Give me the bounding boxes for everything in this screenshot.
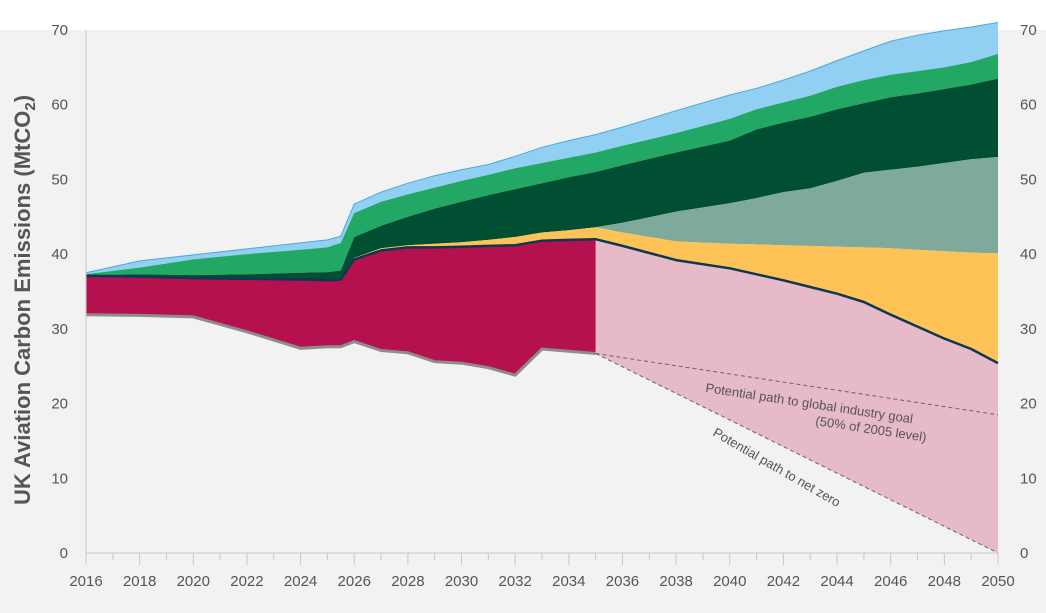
y-tick-label-left: 20 [51, 396, 68, 413]
x-tick-label: 2016 [69, 573, 102, 590]
line-light-blue-edge [85, 22, 999, 274]
y-tick-label-right: 30 [1020, 321, 1037, 338]
area-layers [85, 22, 999, 554]
y-tick-label-left: 10 [51, 470, 68, 487]
y-tick-label-right: 50 [1020, 171, 1037, 188]
y-axis-ticks-left: 0 10 20 30 40 50 60 70 [51, 22, 68, 562]
y-axis-ticks-right: 0 10 20 30 40 50 60 70 [1020, 22, 1037, 562]
header-band [0, 0, 1046, 30]
area-yellow [86, 227, 998, 364]
area-green [86, 53, 998, 276]
line-net-zero-path [595, 353, 999, 554]
y-tick-label-left: 50 [51, 171, 68, 188]
x-axis-ticks: 2016 2018 2020 2022 2024 2026 2028 2030 2032 2034… [69, 553, 1015, 590]
y-axis-label: UK Aviation Carbon Emissions (MtCO2) [10, 95, 39, 505]
x-tick-label: 2034 [552, 573, 585, 590]
y-tick-label-right: 60 [1020, 97, 1037, 114]
x-tick-label: 2026 [338, 573, 371, 590]
y-tick-label-left: 40 [51, 246, 68, 263]
x-tick-label: 2046 [874, 573, 907, 590]
x-tick-label: 2028 [391, 573, 424, 590]
x-tick-label: 2024 [284, 573, 317, 590]
x-tick-label: 2040 [713, 573, 746, 590]
x-tick-label: 2048 [928, 573, 961, 590]
area-red [86, 239, 596, 376]
x-tick-label: 2018 [123, 573, 156, 590]
x-tick-label: 2044 [820, 573, 853, 590]
y-tick-label-right: 20 [1020, 396, 1037, 413]
x-tick-label: 2022 [230, 573, 263, 590]
x-tick-label: 2050 [981, 573, 1014, 590]
line-net-emissions [85, 237, 999, 365]
y-tick-label-left: 60 [51, 97, 68, 114]
line-global-goal-path [595, 353, 999, 416]
area-dark-green [86, 78, 998, 281]
area-light-blue [86, 22, 998, 275]
x-tick-label: 2020 [177, 573, 210, 590]
y-tick-label-left: 0 [60, 545, 68, 562]
y-tick-label-left: 70 [51, 22, 68, 39]
y-tick-label-right: 40 [1020, 246, 1037, 263]
x-tick-label: 2032 [498, 573, 531, 590]
y-tick-label-right: 70 [1020, 22, 1037, 39]
area-sage [86, 157, 998, 281]
x-tick-label: 2038 [659, 573, 692, 590]
line-bottom-grey [85, 313, 596, 377]
y-tick-label-right: 0 [1020, 545, 1028, 562]
y-tick-label-left: 30 [51, 321, 68, 338]
x-tick-label: 2036 [606, 573, 639, 590]
x-tick-label: 2042 [767, 573, 800, 590]
y-tick-label-right: 10 [1020, 470, 1037, 487]
area-pink [595, 239, 998, 553]
x-tick-label: 2030 [445, 573, 478, 590]
